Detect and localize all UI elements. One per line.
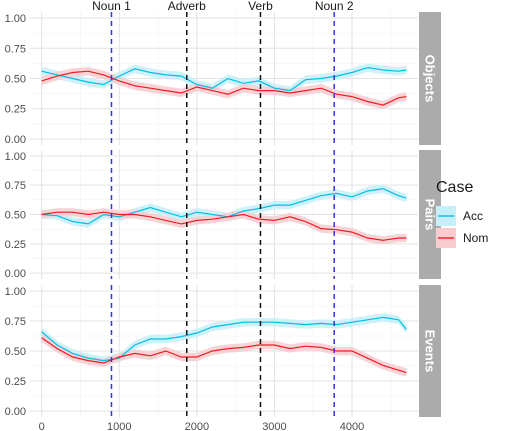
series-line-nom [41, 337, 407, 374]
y-tick-label: 1.00 [5, 13, 26, 25]
series-line-nom [41, 70, 407, 106]
legend-label: Acc [463, 209, 483, 223]
panel-pairs: 0.00 0.25 0.50 0.75 1.00 Pairs [5, 150, 441, 280]
event-label: Noun 1 [92, 0, 131, 13]
panels: 0.000.250.500.751.00Objects0.000.250.500… [5, 12, 441, 418]
x-tick-label: 0 [39, 421, 45, 431]
x-tick-label: 4000 [340, 421, 364, 431]
y-tick-label: 0.50 [5, 346, 26, 358]
legend-entry-acc: Acc [436, 206, 483, 226]
x-tick-label: 3000 [262, 421, 286, 431]
legend-title: Case [436, 179, 473, 196]
facet-strip-label: Events [423, 330, 438, 373]
event-labels: Noun 1 Adverb Verb Noun 2 [92, 0, 354, 13]
panel-events: 0.00 0.25 0.50 0.75 1.00 Events [5, 285, 441, 418]
facet-strip [419, 150, 441, 279]
event-label: Adverb [168, 0, 206, 13]
legend-entry-nom: Nom [436, 228, 488, 248]
event-label: Verb [248, 0, 273, 13]
facet-strip [419, 12, 441, 145]
y-tick-label: 0.50 [5, 210, 26, 222]
ci-band-acc [41, 313, 407, 365]
y-tick-label: 0.75 [5, 316, 26, 328]
series-line-acc [41, 66, 407, 92]
facet-strip [419, 285, 441, 417]
ci-band-acc [41, 63, 407, 95]
y-tick-label: 0.25 [5, 376, 26, 388]
y-tick-label: 0.25 [5, 239, 26, 251]
ci-band-nom [41, 333, 407, 377]
panel-objects: 0.00 0.25 0.50 0.75 1.00 Objects [5, 12, 441, 146]
series-line-acc [41, 316, 407, 362]
event-label: Noun 2 [315, 0, 354, 13]
y-tick-label: 1.00 [5, 151, 26, 163]
facet-strip-label: Objects [423, 55, 438, 103]
ci-band-nom [41, 67, 407, 110]
y-tick-label: 0.00 [5, 406, 26, 418]
y-tick-label: 0.75 [5, 43, 26, 55]
y-tick-label: 0.50 [5, 74, 26, 86]
ci-band-nom [41, 208, 407, 245]
y-tick-label: 0.25 [5, 104, 26, 116]
x-tick-label: 1000 [107, 421, 131, 431]
x-tick-label: 2000 [185, 421, 209, 431]
x-axis: 0 1000 2000 3000 4000 [39, 421, 365, 431]
ci-band-acc [41, 184, 407, 228]
facet-strip-label: Pairs [423, 199, 438, 231]
series-line-nom [41, 211, 407, 241]
legend-label: Nom [463, 231, 488, 245]
y-tick-label: 1.00 [5, 286, 26, 298]
legend: Case Acc Nom [436, 179, 488, 248]
y-tick-label: 0.75 [5, 180, 26, 192]
y-tick-label: 0.00 [5, 268, 26, 280]
legend-entries: Acc Nom [436, 206, 488, 248]
y-tick-label: 0.00 [5, 134, 26, 146]
